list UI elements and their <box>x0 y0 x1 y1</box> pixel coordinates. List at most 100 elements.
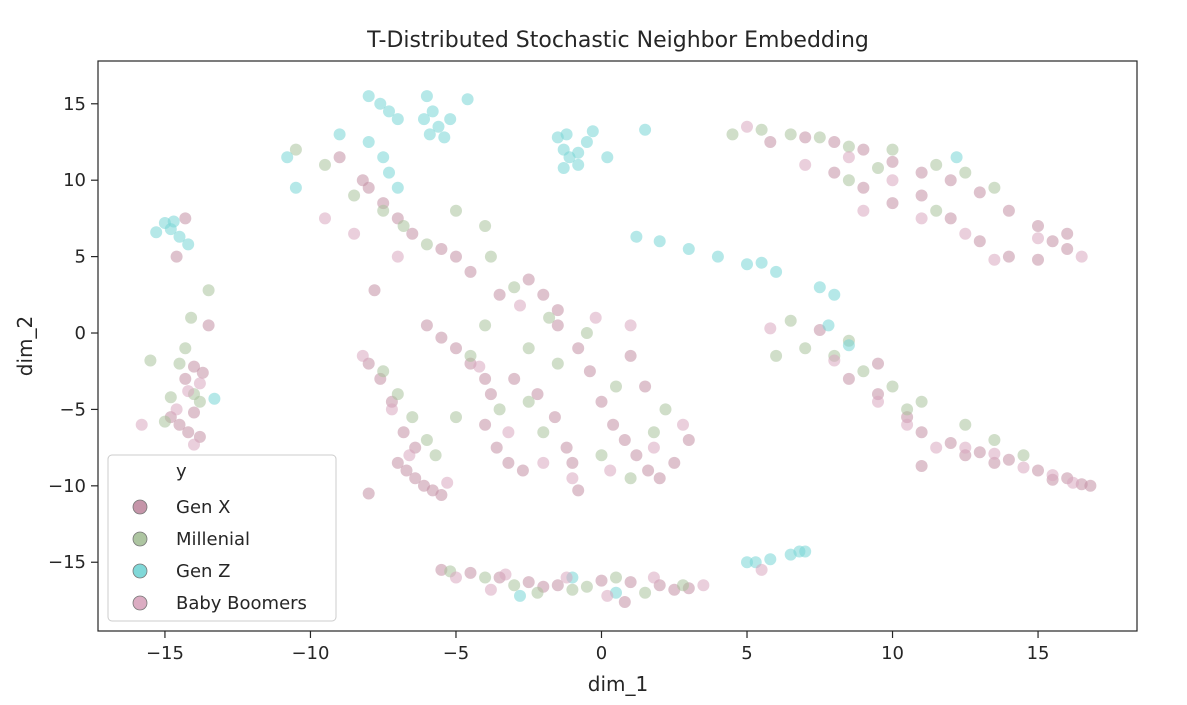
scatter-point <box>188 360 200 373</box>
scatter-point <box>135 418 148 431</box>
scatter-point <box>444 113 457 126</box>
scatter-point <box>659 403 672 416</box>
scatter-point <box>473 360 486 373</box>
scatter-point <box>484 583 497 596</box>
scatter-point <box>764 136 777 148</box>
scatter-point <box>289 143 302 156</box>
scatter-point <box>741 258 753 271</box>
scatter-point <box>551 304 564 317</box>
scatter-point <box>461 93 474 106</box>
scatter-point <box>580 580 593 593</box>
scatter-point <box>842 339 855 352</box>
scatter-point <box>548 411 561 424</box>
scatter-point <box>490 441 503 454</box>
scatter-point <box>828 354 841 367</box>
scatter-point <box>502 456 515 469</box>
scatter-point <box>362 136 375 148</box>
legend-title: y <box>176 461 187 482</box>
scatter-point <box>755 256 768 269</box>
scatter-point <box>1002 453 1015 466</box>
scatter-point <box>479 220 492 232</box>
scatter-point <box>420 90 433 103</box>
scatter-point <box>799 342 812 355</box>
scatter-point <box>930 204 943 217</box>
scatter-point <box>158 415 171 428</box>
scatter-point <box>607 418 620 431</box>
scatter-point <box>173 418 186 431</box>
scatter-point <box>426 105 439 118</box>
scatter-point <box>182 385 195 398</box>
scatter-point <box>164 391 177 404</box>
scatter-point <box>944 174 957 187</box>
scatter-point <box>484 250 497 263</box>
scatter-point <box>639 586 652 599</box>
scatter-point <box>682 434 695 446</box>
legend-label: Baby Boomers <box>176 593 307 614</box>
legend-label: Gen Z <box>176 561 230 582</box>
scatter-point <box>508 281 521 294</box>
scatter-point <box>356 349 369 362</box>
x-tick-label: 10 <box>881 643 904 664</box>
scatter-point <box>915 460 928 472</box>
scatter-point <box>741 120 753 133</box>
scatter-point <box>179 372 192 385</box>
scatter-point <box>522 273 535 286</box>
scatter-point <box>391 250 404 263</box>
scatter-point <box>1032 253 1044 266</box>
scatter-point <box>630 449 643 462</box>
scatter-point <box>450 204 462 217</box>
scatter-point <box>755 563 768 576</box>
scatter-point <box>959 227 972 240</box>
scatter-point <box>857 365 870 378</box>
scatter-point <box>418 113 430 126</box>
scatter-point <box>202 284 215 297</box>
scatter-point <box>572 484 585 497</box>
legend-marker <box>132 595 148 611</box>
scatter-point <box>1032 232 1044 245</box>
x-axis-label: dim_1 <box>588 672 648 696</box>
scatter-point <box>647 571 660 584</box>
scatter-point <box>522 342 535 355</box>
scatter-point <box>973 235 986 248</box>
scatter-point <box>973 186 986 199</box>
scatter-point <box>537 288 550 301</box>
scatter-point <box>464 566 477 579</box>
scatter-point <box>450 342 462 355</box>
scatter-point <box>566 583 579 596</box>
scatter-point <box>508 579 521 592</box>
x-axis: −15 −10 −5 0 5 10 15 <box>146 631 1050 664</box>
scatter-point <box>377 151 390 164</box>
scatter-point <box>828 166 841 179</box>
scatter-point <box>551 319 564 332</box>
scatter-point <box>726 128 739 141</box>
scatter-point <box>543 311 556 324</box>
scatter-point <box>886 174 899 187</box>
scatter-point <box>479 319 492 332</box>
scatter-point <box>857 204 870 217</box>
scatter-point <box>1075 250 1088 263</box>
scatter-point <box>170 403 183 416</box>
scatter-point <box>595 395 608 408</box>
scatter-point <box>586 125 599 138</box>
scatter-point <box>179 342 192 355</box>
scatter-point <box>435 243 448 255</box>
legend-label: Millenial <box>176 529 250 550</box>
scatter-point <box>618 434 631 446</box>
scatter-point <box>479 372 492 385</box>
scatter-point <box>842 140 855 153</box>
scatter-point <box>697 579 710 592</box>
legend: y Gen X Millenial Gen Z Baby Boomers <box>107 454 337 622</box>
scatter-point <box>572 342 585 355</box>
scatter-point <box>857 181 870 194</box>
scatter-point <box>289 181 302 194</box>
scatter-point <box>560 128 573 141</box>
scatter-point <box>872 357 884 370</box>
scatter-point <box>429 449 442 462</box>
scatter-point <box>601 589 614 602</box>
scatter-point <box>144 354 157 367</box>
scatter-point <box>560 571 573 584</box>
y-axis: −15 −10 −5 0 5 10 15 <box>48 94 98 573</box>
scatter-point <box>988 456 1001 469</box>
scatter-point <box>764 553 777 566</box>
scatter-point <box>677 579 689 592</box>
